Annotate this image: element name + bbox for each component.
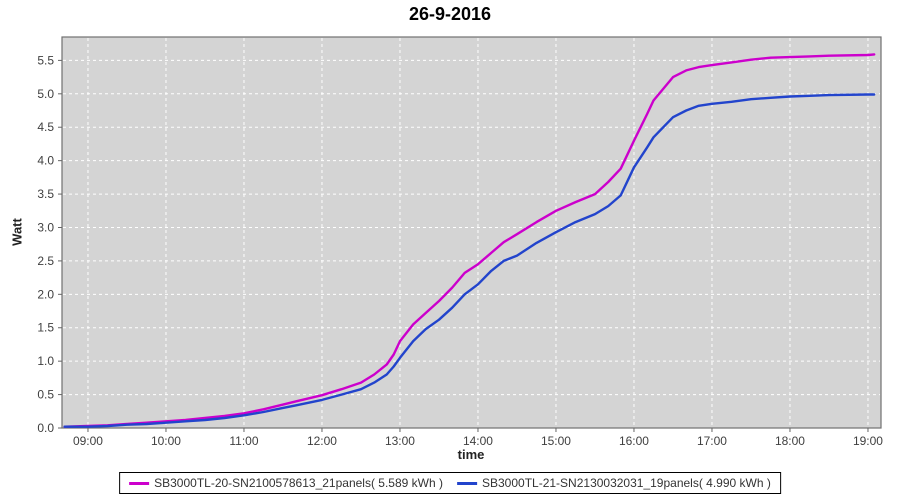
plot-border <box>61 36 882 429</box>
y-tick-label: 2.5 <box>37 254 54 268</box>
series-line-2 <box>63 93 876 428</box>
y-tick-label: 3.0 <box>37 220 54 234</box>
y-tick-label: 3.5 <box>37 187 54 201</box>
x-tick-label: 18:00 <box>775 434 805 448</box>
y-tick-label: 0.5 <box>37 388 54 402</box>
series-line-1 <box>63 53 876 428</box>
x-tick-label: 14:00 <box>463 434 493 448</box>
x-tick-label: 11:00 <box>229 434 258 448</box>
x-tick-label: 17:00 <box>697 434 727 448</box>
legend-item-inverter-21: SB3000TL-21-SN2130032031_19panels( 4.990… <box>457 476 771 490</box>
series2-label: SB3000TL-21-SN2130032031_19panels( 4.990… <box>482 476 771 490</box>
x-tick-label: 12:00 <box>307 434 337 448</box>
y-tick-label: 1.0 <box>37 354 54 368</box>
y-axis-label: Watt <box>9 218 25 246</box>
legend-item-inverter-20: SB3000TL-20-SN2100578613_21panels( 5.589… <box>129 476 443 490</box>
series2-line-swatch <box>457 481 477 485</box>
x-tick-label: 10:00 <box>151 434 181 448</box>
x-tick-label: 09:00 <box>73 434 103 448</box>
y-tick-label: 4.5 <box>37 120 54 134</box>
y-tick-label: 0.0 <box>37 421 54 435</box>
x-axis-label: time <box>457 447 485 462</box>
x-tick-label: 15:00 <box>541 434 571 448</box>
legend: SB3000TL-20-SN2100578613_21panels( 5.589… <box>119 472 781 494</box>
y-tick-label: 4.0 <box>37 154 54 168</box>
y-tick-label: 2.0 <box>37 287 54 301</box>
y-tick-label: 5.5 <box>37 53 54 67</box>
plot-background <box>62 37 881 428</box>
x-tick-label: 13:00 <box>385 434 415 448</box>
series1-line-swatch <box>129 481 150 485</box>
series1-label: SB3000TL-20-SN2100578613_21panels( 5.589… <box>154 476 443 490</box>
y-tick-label: 1.5 <box>37 321 54 335</box>
y-tick-label: 5.0 <box>37 87 54 101</box>
x-tick-label: 16:00 <box>619 434 649 448</box>
x-tick-label: 19:00 <box>853 434 883 448</box>
chart-title: 26-9-2016 <box>408 4 492 24</box>
